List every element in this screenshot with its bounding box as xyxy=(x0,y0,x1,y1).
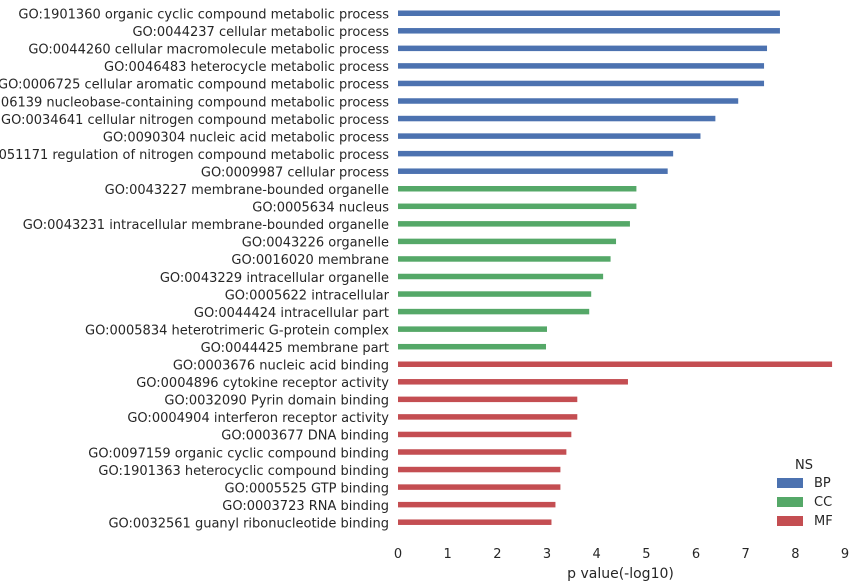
x-tick-label-3: 3 xyxy=(543,547,551,562)
bar-3 xyxy=(398,63,765,69)
bar-4 xyxy=(398,80,765,87)
x-tick-label-6: 6 xyxy=(692,547,700,562)
legend: NS BP CC MF xyxy=(777,458,833,529)
bars-layer xyxy=(398,10,833,525)
category-label-27: GO:0005525 GTP binding xyxy=(225,481,389,496)
bar-24 xyxy=(398,431,572,438)
x-axis: 0 1 2 3 4 5 6 7 8 9 xyxy=(394,547,849,562)
bar-5 xyxy=(398,98,739,104)
category-label-7: GO:0090304 nucleic acid metabolic proces… xyxy=(103,130,389,145)
bar-27 xyxy=(398,484,561,490)
category-label-29: GO:0032561 guanyl ribonucleotide binding xyxy=(108,516,389,531)
category-label-9: GO:0009987 cellular process xyxy=(201,165,389,180)
bar-19 xyxy=(398,343,547,350)
bar-0 xyxy=(398,10,780,16)
category-label-10: GO:0043227 membrane-bounded organelle xyxy=(105,183,389,198)
category-label-19: GO:0044425 membrane part xyxy=(201,341,389,356)
bar-26 xyxy=(398,466,561,473)
x-tick-label-5: 5 xyxy=(642,547,650,562)
bar-17 xyxy=(398,308,590,315)
bar-25 xyxy=(398,449,567,455)
x-tick-label-0: 0 xyxy=(394,547,402,562)
category-label-26: GO:1901363 heterocyclic compound binding xyxy=(98,464,389,479)
bar-18 xyxy=(398,326,547,332)
bar-8 xyxy=(398,150,674,157)
legend-label-cc: CC xyxy=(814,495,832,510)
bar-28 xyxy=(398,501,556,508)
category-label-16: GO:0005622 intracellular xyxy=(225,288,390,303)
legend-swatch-bp xyxy=(777,478,803,488)
x-tick-label-9: 9 xyxy=(841,547,849,562)
category-label-20: GO:0003676 nucleic acid binding xyxy=(173,359,389,374)
x-tick-label-4: 4 xyxy=(593,547,601,562)
bar-9 xyxy=(398,168,668,174)
legend-title: NS xyxy=(795,458,813,473)
bar-12 xyxy=(398,221,630,227)
category-label-3: GO:0046483 heterocycle metabolic process xyxy=(104,60,389,75)
category-label-13: GO:0043226 organelle xyxy=(242,236,389,251)
bar-29 xyxy=(398,519,552,525)
bar-21 xyxy=(398,379,628,385)
x-tick-label-8: 8 xyxy=(791,547,799,562)
bar-23 xyxy=(398,414,578,420)
bar-1 xyxy=(398,28,780,34)
bar-16 xyxy=(398,291,592,297)
legend-swatch-mf xyxy=(777,516,803,526)
category-label-2: GO:0044260 cellular macromolecule metabo… xyxy=(28,43,389,58)
category-label-14: GO:0016020 membrane xyxy=(231,253,389,268)
category-label-17: GO:0044424 intracellular part xyxy=(194,306,389,321)
x-tick-label-2: 2 xyxy=(493,547,501,562)
bar-20 xyxy=(398,361,833,367)
category-label-21: GO:0004896 cytokine receptor activity xyxy=(136,376,389,391)
legend-label-mf: MF xyxy=(814,514,833,529)
category-label-12: GO:0043231 intracellular membrane-bounde… xyxy=(23,218,389,233)
bar-14 xyxy=(398,256,611,262)
x-axis-label: p value(-log10) xyxy=(567,566,674,582)
legend-swatch-cc xyxy=(777,497,803,507)
legend-label-bp: BP xyxy=(814,476,831,491)
x-tick-label-7: 7 xyxy=(742,547,750,562)
bar-22 xyxy=(398,396,578,403)
bar-15 xyxy=(398,273,604,280)
category-label-8: GO:0051171 regulation of nitrogen compou… xyxy=(0,148,389,163)
category-label-23: GO:0004904 interferon receptor activity xyxy=(127,411,389,426)
bar-7 xyxy=(398,133,701,139)
category-label-28: GO:0003723 RNA binding xyxy=(222,499,389,514)
category-labels: GO:1901360 organic cyclic compound metab… xyxy=(0,8,390,532)
bar-11 xyxy=(398,203,637,210)
category-label-1: GO:0044237 cellular metabolic process xyxy=(132,25,389,40)
category-label-5: GO:0006139 nucleobase-containing compoun… xyxy=(0,95,389,110)
category-label-0: GO:1901360 organic cyclic compound metab… xyxy=(18,8,389,23)
bar-10 xyxy=(398,186,637,192)
category-label-4: GO:0006725 cellular aromatic compound me… xyxy=(0,78,389,93)
category-label-6: GO:0034641 cellular nitrogen compound me… xyxy=(1,113,389,128)
category-label-18: GO:0005834 heterotrimeric G-protein comp… xyxy=(85,323,389,338)
x-tick-label-1: 1 xyxy=(444,547,452,562)
category-label-15: GO:0043229 intracellular organelle xyxy=(160,271,389,286)
bar-6 xyxy=(398,115,716,122)
category-label-22: GO:0032090 Pyrin domain binding xyxy=(164,394,389,409)
category-label-11: GO:0005634 nucleus xyxy=(252,201,389,216)
bar-13 xyxy=(398,238,617,245)
bar-2 xyxy=(398,45,768,52)
category-label-24: GO:0003677 DNA binding xyxy=(221,429,389,444)
category-label-25: GO:0097159 organic cyclic compound bindi… xyxy=(88,446,389,461)
